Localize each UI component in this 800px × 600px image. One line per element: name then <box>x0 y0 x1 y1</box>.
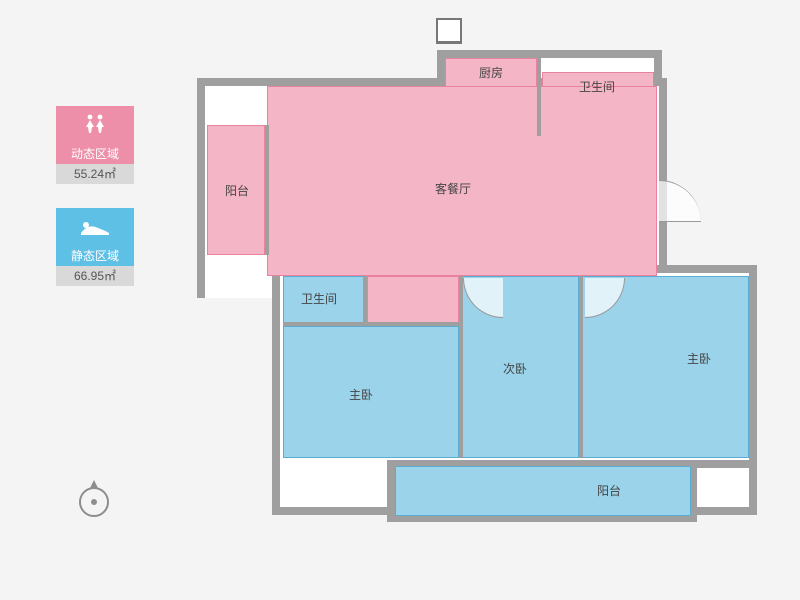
room-label: 阳台 <box>225 182 249 199</box>
floor-plan: 厨房 卫生间 阳台 客餐厅 卫生间 主卧 次卧 主卧 阳台 <box>197 30 757 554</box>
legend-dynamic: 动态区域 55.24㎡ <box>56 106 134 184</box>
legend-label: 动态区域 <box>56 144 134 164</box>
room-label: 卫生间 <box>579 78 615 95</box>
static-zone-icon <box>56 208 134 246</box>
wall <box>363 276 367 324</box>
wall <box>579 276 583 458</box>
legend: 动态区域 55.24㎡ 静态区域 66.95㎡ <box>56 106 134 310</box>
room-label: 卫生间 <box>301 290 337 307</box>
room-balcony-bot <box>395 466 691 516</box>
room-label: 阳台 <box>597 482 621 499</box>
wall <box>265 125 269 255</box>
window-icon <box>436 18 462 44</box>
compass-icon <box>76 478 112 525</box>
dynamic-zone-icon <box>56 106 134 144</box>
wall <box>283 322 459 326</box>
door-icon <box>659 180 701 222</box>
room-label: 厨房 <box>479 64 503 81</box>
legend-value: 66.95㎡ <box>56 266 134 286</box>
room-corridor <box>367 276 459 324</box>
room-label: 主卧 <box>349 386 373 403</box>
legend-static: 静态区域 66.95㎡ <box>56 208 134 286</box>
room-label: 客餐厅 <box>435 180 471 197</box>
legend-label: 静态区域 <box>56 246 134 266</box>
room-label: 次卧 <box>503 360 527 377</box>
wall <box>459 276 463 458</box>
room-label: 主卧 <box>687 350 711 367</box>
legend-value: 55.24㎡ <box>56 164 134 184</box>
wall <box>537 58 541 136</box>
